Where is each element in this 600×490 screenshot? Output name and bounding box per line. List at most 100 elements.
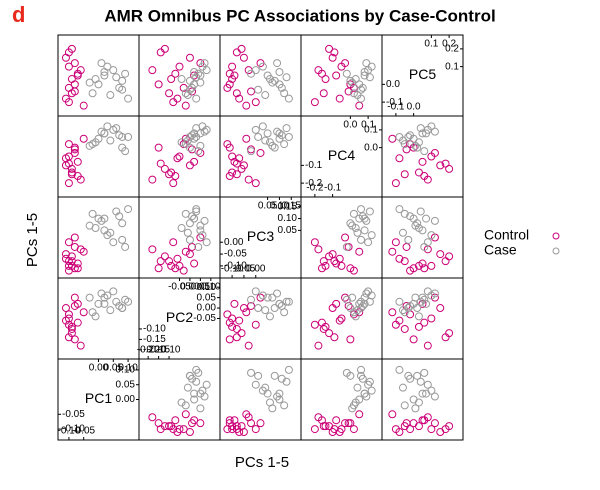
point [355, 410, 364, 419]
point [251, 125, 260, 134]
point [244, 341, 253, 350]
point [270, 304, 279, 313]
point [64, 179, 73, 188]
point [416, 297, 425, 306]
point [251, 320, 260, 329]
point [416, 377, 425, 386]
point [328, 53, 337, 62]
tick-label: -0.10 [158, 345, 181, 356]
legend-marker [552, 247, 560, 255]
tick-label: 0.00 [180, 282, 200, 293]
point [282, 377, 291, 386]
point [228, 75, 237, 84]
point [230, 299, 239, 308]
point [411, 404, 420, 413]
point [258, 291, 267, 300]
point [225, 416, 234, 425]
point [247, 419, 256, 428]
point [61, 304, 70, 313]
point [420, 264, 429, 273]
point [64, 140, 73, 149]
point [321, 422, 330, 431]
point [177, 224, 186, 233]
point [273, 127, 282, 136]
point [196, 78, 205, 87]
point [441, 425, 450, 434]
point [200, 127, 209, 136]
point [190, 129, 199, 138]
point [265, 312, 274, 321]
point [181, 101, 190, 110]
point [365, 207, 374, 216]
point [64, 333, 73, 342]
point [148, 66, 157, 75]
point [441, 159, 450, 168]
point [406, 425, 415, 434]
point [314, 341, 323, 350]
point [228, 152, 237, 161]
tick-label: 0.00 [224, 237, 244, 248]
point [420, 242, 429, 251]
point [406, 131, 415, 140]
point [284, 365, 293, 374]
point [244, 175, 253, 184]
tick-label: -0.1 [305, 160, 323, 171]
point [441, 257, 450, 266]
point [179, 266, 188, 275]
point [251, 425, 260, 434]
point [275, 299, 284, 308]
point [225, 172, 234, 181]
legend-marker [552, 232, 560, 240]
point [360, 389, 369, 398]
point [335, 254, 344, 263]
point [420, 172, 429, 181]
point [112, 207, 121, 216]
tick-label: 0.1 [364, 125, 378, 136]
point [362, 59, 371, 68]
tick-label: -0.2 [305, 178, 323, 189]
point [365, 297, 374, 306]
point [422, 299, 431, 308]
point [70, 301, 79, 310]
point [242, 134, 251, 143]
point [430, 148, 439, 157]
point [228, 322, 237, 331]
point [423, 341, 432, 350]
point [228, 62, 237, 71]
point [88, 89, 97, 98]
point [239, 304, 248, 313]
point [416, 207, 425, 216]
point [200, 392, 209, 401]
point [270, 76, 279, 85]
point [61, 94, 70, 103]
point [247, 87, 256, 96]
point [436, 250, 445, 259]
point [175, 62, 184, 71]
point [70, 233, 79, 242]
point [225, 335, 234, 344]
tick-label: -0.05 [168, 282, 191, 293]
point [196, 404, 205, 413]
point [406, 266, 415, 275]
point [185, 219, 194, 228]
point [91, 138, 100, 147]
point [256, 419, 265, 428]
point [91, 75, 100, 84]
variable-name: PC1 [85, 390, 112, 406]
point [202, 380, 211, 389]
point [335, 316, 344, 325]
point [79, 101, 88, 110]
point [365, 377, 374, 386]
point [284, 132, 293, 141]
point [275, 129, 284, 138]
point [413, 371, 422, 380]
point [430, 127, 439, 136]
point [237, 44, 246, 53]
point [317, 318, 326, 327]
point [185, 76, 194, 85]
point [325, 252, 334, 261]
point [196, 221, 205, 230]
point [194, 368, 203, 377]
point [342, 242, 351, 251]
point [192, 207, 201, 216]
